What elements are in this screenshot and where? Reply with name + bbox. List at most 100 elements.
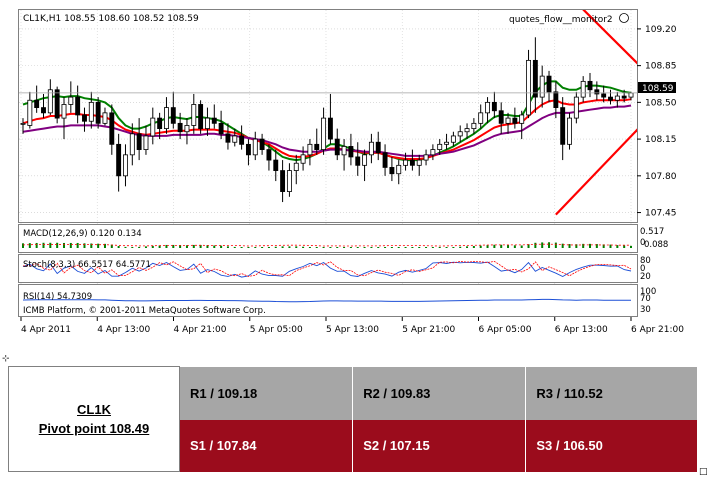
macd-bar	[49, 242, 52, 248]
stochastic-lines	[22, 260, 632, 278]
candle-body	[368, 141, 374, 156]
macd-bar	[76, 242, 79, 248]
candle-body	[211, 117, 217, 124]
candle-body	[109, 112, 115, 145]
macd-bar	[213, 245, 216, 248]
candle-body	[198, 104, 204, 129]
candle-body	[191, 104, 197, 126]
macd-bar	[179, 245, 182, 248]
candle-body	[266, 149, 272, 161]
candle-body	[444, 141, 450, 145]
price-label-box	[638, 82, 676, 93]
candle-body	[41, 107, 46, 114]
pivot-table: CL1K Pivot point 108.49 R1 / 109.18 R2 /…	[8, 366, 698, 472]
candle-body	[580, 80, 586, 98]
macd-bar	[466, 246, 469, 248]
macd-bar	[56, 242, 59, 248]
macd-bar	[226, 246, 229, 248]
macd-bar	[589, 243, 592, 248]
time-tick-label: 6 Apr 05:00	[479, 325, 532, 335]
candle-body	[471, 122, 477, 129]
macd-bar	[62, 242, 65, 248]
macd-bar	[630, 245, 632, 248]
move-handle-icon[interactable]: ⊹	[2, 354, 10, 364]
candle-body	[27, 99, 33, 126]
candle-body	[143, 135, 149, 150]
macd-bar	[117, 246, 120, 248]
r1-value: R1 / 109.18	[190, 385, 258, 401]
candle-body	[614, 95, 620, 101]
candle-body	[498, 110, 504, 124]
macd-bar	[349, 247, 352, 248]
candle-body	[150, 117, 156, 137]
candle-body	[116, 143, 122, 177]
time-tick-label: 4 Apr 13:00	[97, 325, 150, 335]
candle-body	[170, 107, 176, 124]
macd-bar	[479, 245, 482, 248]
candle-body	[75, 96, 81, 116]
candle-body	[491, 101, 497, 112]
candle-body	[136, 133, 142, 150]
macd-bar	[329, 247, 332, 248]
candle-body	[184, 125, 190, 133]
macd-bar	[575, 244, 578, 248]
candle-body	[457, 131, 463, 137]
macd-bar	[548, 242, 551, 248]
macd-label: MACD(12,26,9) 0.120 0.134	[23, 229, 142, 239]
copyright-text: ICMB Platform, © 2001-2011 MetaQuotes So…	[23, 306, 266, 316]
candle-body	[403, 159, 409, 166]
price-panel	[18, 9, 638, 223]
macd-bar	[144, 246, 147, 248]
candle-body	[409, 159, 415, 166]
macd-bar	[520, 245, 523, 248]
price-tick-label: 107.80	[645, 172, 677, 182]
candle-body	[539, 75, 545, 98]
macd-bar	[609, 244, 612, 248]
candle-body	[594, 89, 600, 95]
candle-body	[232, 135, 238, 143]
macd-bar	[404, 247, 407, 248]
time-tick-label: 5 Apr 13:00	[326, 325, 379, 335]
macd-bar	[370, 247, 373, 248]
trendline	[582, 10, 637, 65]
macd-signal-line	[22, 243, 631, 247]
resize-handle-icon[interactable]: □	[699, 467, 708, 477]
macd-bar	[595, 244, 598, 248]
candle-body	[505, 117, 511, 124]
price-tick-label: 107.45	[645, 209, 677, 219]
macd-bar	[97, 243, 100, 248]
rsi-tick-30: 30	[640, 305, 651, 315]
price-tick-label: 108.85	[645, 62, 677, 72]
candle-body	[519, 114, 525, 124]
macd-bar	[507, 244, 510, 248]
candle-body	[416, 159, 422, 166]
candle-body	[567, 117, 572, 145]
candle-body	[348, 146, 354, 158]
pivot-symbol: CL1K	[77, 402, 111, 417]
candle-body	[314, 143, 320, 150]
candle-body	[355, 156, 361, 166]
r2-cell: R2 / 109.83	[352, 366, 527, 420]
macd-bar	[438, 247, 441, 248]
macd-bar	[124, 246, 127, 248]
r3-cell: R3 / 110.52	[525, 366, 698, 420]
time-tick-label: 4 Apr 21:00	[174, 325, 227, 335]
macd-bar	[411, 247, 414, 248]
candle-body	[532, 59, 538, 98]
s3-value: S3 / 106.50	[536, 438, 603, 453]
macd-bar	[486, 245, 489, 248]
macd-bar	[172, 244, 175, 248]
candle-body	[239, 135, 245, 145]
smiley-icon	[619, 13, 629, 23]
macd-bar	[500, 244, 503, 248]
candle-body	[102, 112, 108, 124]
rsi-line-path	[22, 298, 631, 303]
price-tick-label: 109.20	[645, 25, 677, 35]
candle-body	[546, 75, 552, 93]
macd-bar	[192, 244, 195, 248]
macd-bar	[206, 245, 209, 248]
macd-bar	[554, 242, 557, 248]
macd-bar	[322, 247, 325, 248]
candle-body	[68, 96, 74, 105]
candle-body	[157, 117, 163, 129]
